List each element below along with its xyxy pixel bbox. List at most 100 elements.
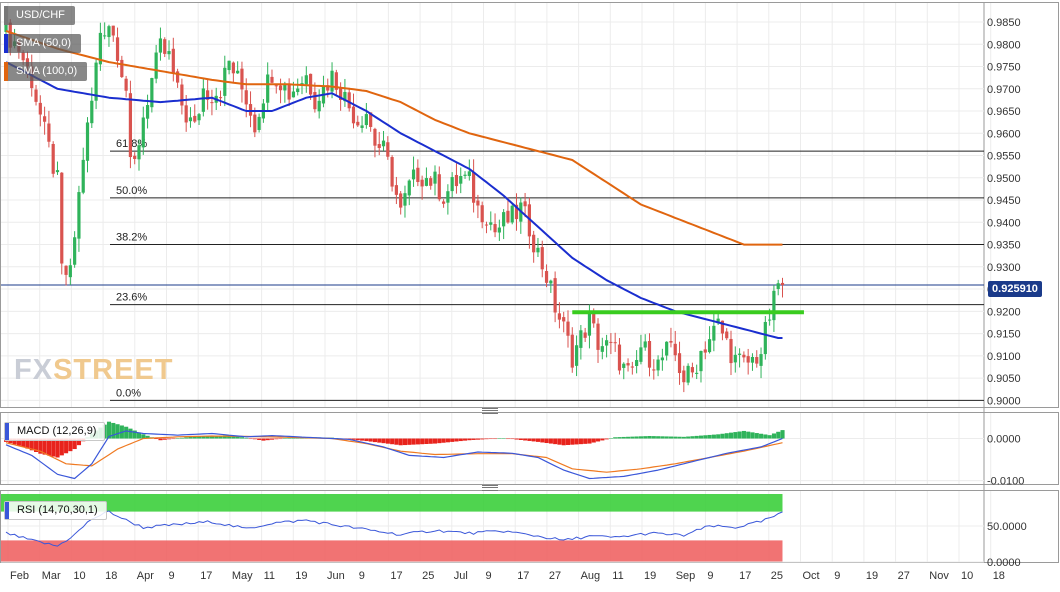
candle-body <box>497 227 501 233</box>
macd-histogram-bar <box>188 436 193 439</box>
candle-body <box>703 349 707 353</box>
macd-histogram-bar <box>12 438 17 445</box>
candle-body <box>480 205 484 223</box>
candle-body <box>527 204 531 237</box>
candle-body <box>308 73 313 95</box>
macd-histogram-bar <box>390 438 395 445</box>
candle-body <box>73 237 77 265</box>
candle-body <box>484 224 489 226</box>
candle-body <box>472 172 476 203</box>
macd-pane-frame <box>0 412 1059 485</box>
macd-histogram-bar <box>287 437 292 439</box>
price-tick-label: 0.9650 <box>987 106 1021 118</box>
macd-histogram-bar <box>698 435 704 439</box>
symbol-label[interactable]: USD/CHF <box>4 6 75 25</box>
candle-body <box>270 76 274 83</box>
pane-resize-handle-macd[interactable] <box>482 408 498 414</box>
macd-histogram-bar <box>703 435 708 439</box>
candle-body <box>334 72 338 90</box>
rsi-legend[interactable]: RSI (14,70,30,1) <box>4 501 107 520</box>
candle-body <box>43 116 47 122</box>
candle-body <box>733 354 737 363</box>
candle-body <box>248 104 253 116</box>
macd-histogram-bar <box>767 435 772 439</box>
macd-histogram-bar <box>467 438 472 441</box>
candle-body <box>227 60 231 71</box>
candle-body <box>184 105 188 123</box>
macd-histogram-bar <box>244 437 249 439</box>
macd-histogram-bar <box>690 436 695 439</box>
sma50-legend[interactable]: SMA (50,0) <box>4 34 82 53</box>
macd-histogram-bar <box>527 438 532 441</box>
sma100-legend[interactable]: SMA (100,0) <box>4 62 88 81</box>
price-tick-label: 0.9300 <box>987 262 1021 274</box>
macd-histogram-bar <box>475 438 480 440</box>
macd-histogram-bar <box>741 430 746 439</box>
candle-body <box>463 174 467 176</box>
candle-body <box>115 37 120 61</box>
candle-body <box>81 159 85 193</box>
macd-histogram-bar <box>510 438 515 440</box>
candle-body <box>163 39 167 54</box>
macd-histogram-bar <box>222 435 227 439</box>
macd-histogram-bar <box>360 438 365 441</box>
pane-resize-handle-rsi[interactable] <box>482 485 498 491</box>
sma100-line <box>5 29 783 246</box>
x-tick-label: 27 <box>898 570 910 582</box>
candle-body <box>441 201 446 204</box>
macd-histogram-bar <box>746 431 751 439</box>
macd-histogram-bar <box>171 438 176 440</box>
macd-histogram-bar <box>274 438 279 440</box>
candle-body <box>600 346 604 352</box>
candle-body <box>502 212 506 227</box>
candle-body <box>386 142 390 157</box>
candle-body <box>729 338 733 364</box>
candle-body <box>510 205 514 223</box>
macd-histogram-bar <box>488 438 493 440</box>
macd-histogram-bar <box>651 436 656 439</box>
macd-histogram-bar <box>647 436 652 439</box>
rsi-swatch <box>5 502 9 519</box>
candle-body <box>356 121 360 126</box>
macd-histogram-bar <box>557 438 562 445</box>
x-tick-label: 19 <box>644 570 656 582</box>
macd-histogram-bar <box>269 438 275 440</box>
candle-body <box>407 180 411 196</box>
candle-body <box>553 278 557 313</box>
price-tick-label: 0.9550 <box>987 151 1021 163</box>
x-tick-label: 18 <box>105 570 117 582</box>
candle-body <box>446 191 450 203</box>
candle-body <box>566 321 570 336</box>
candle-body <box>570 334 574 368</box>
candle-body <box>592 311 596 324</box>
candle-body <box>313 92 317 110</box>
price-tick-label: 0.9700 <box>987 84 1021 96</box>
macd-histogram-bar <box>501 438 506 439</box>
candle-body <box>506 210 510 223</box>
macd-histogram-bar <box>25 438 30 449</box>
price-tick-label: 0.9600 <box>987 128 1021 140</box>
macd-legend[interactable]: MACD (12,26,9) <box>4 422 106 441</box>
candle-body <box>145 105 150 119</box>
candle-body <box>596 323 600 350</box>
candle-body <box>450 177 454 192</box>
candle-body <box>206 90 210 100</box>
symbol-swatch <box>4 6 8 25</box>
macd-histogram-bar <box>64 438 69 454</box>
price-tick-label: 0.9400 <box>987 217 1021 229</box>
fib-label: 50.0% <box>116 185 147 197</box>
macd-histogram-bar <box>626 436 631 439</box>
macd-histogram-bar <box>720 433 725 439</box>
candle-body <box>420 179 424 187</box>
candle-body <box>699 350 703 372</box>
macd-histogram-bar <box>111 422 116 439</box>
candle-body <box>605 340 609 346</box>
macd-histogram-bar <box>681 436 686 439</box>
candle-body <box>613 342 617 344</box>
candle-body <box>643 341 647 348</box>
candle-body <box>244 90 248 105</box>
macd-histogram-bar <box>630 436 635 439</box>
candle-body <box>540 247 544 270</box>
candle-body <box>133 155 137 159</box>
